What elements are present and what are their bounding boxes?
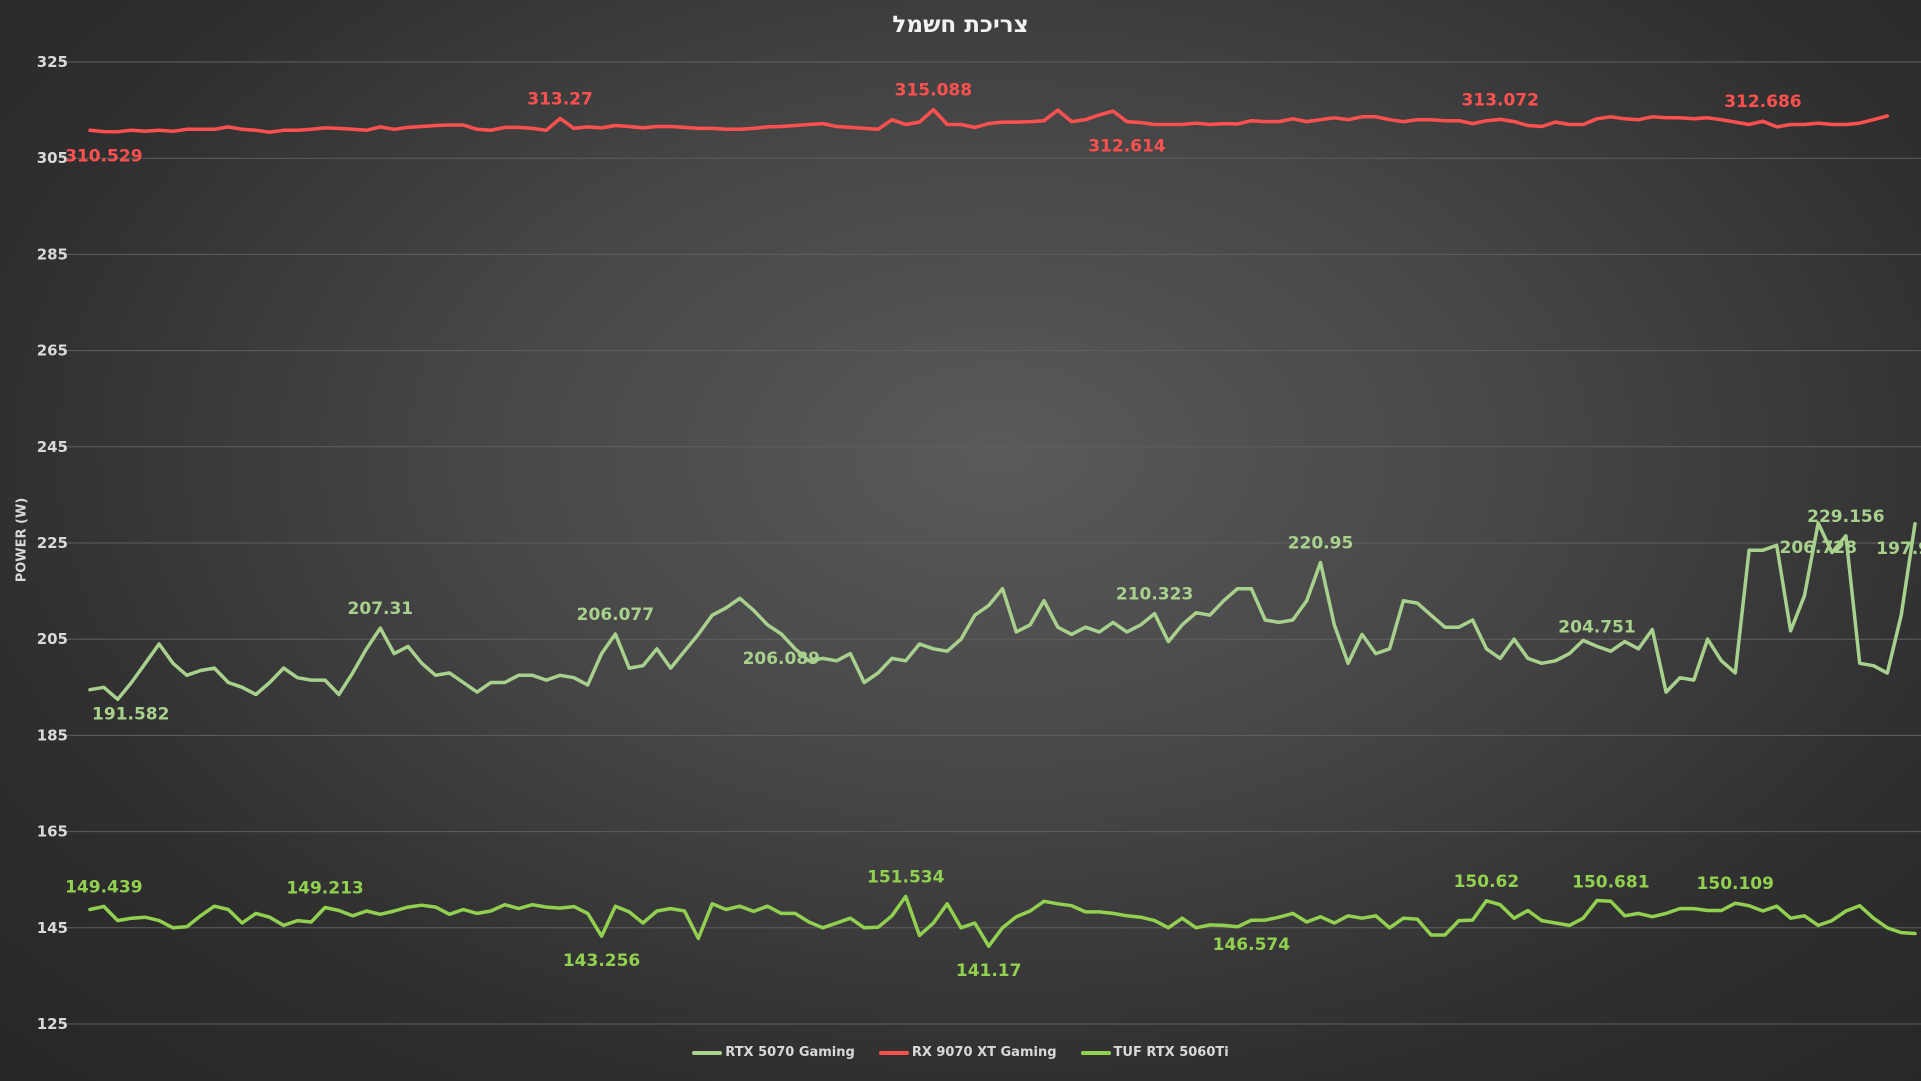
data-label-23: 150.681 [1572,872,1649,892]
series-line-1 [88,107,1890,134]
data-label-11: 313.27 [527,89,593,109]
data-label-25: 143.823 [1890,0,1921,5]
y-tick-label-125: 125 [37,1015,68,1033]
y-tick-label-245: 245 [37,438,68,456]
legend-swatch-tuf-5060ti [1080,1050,1111,1055]
data-label-22: 150.62 [1454,872,1520,892]
legend-item-rx-9070xt: RX 9070 XT Gaming [878,1045,1057,1060]
legend-item-rtx-5070: RTX 5070 Gaming [692,1045,855,1060]
data-label-9: 197.954 [1876,539,1921,559]
y-tick-label-265: 265 [37,342,68,360]
data-label-19: 151.534 [867,867,945,887]
data-label-8: 229.156 [1807,507,1884,527]
data-label-16: 149.439 [65,877,142,897]
data-label-15: 312.686 [1724,92,1801,112]
y-tick-label-305: 305 [37,149,68,167]
y-tick-label-325: 325 [37,53,68,71]
y-tick-label-225: 225 [37,534,68,552]
data-label-24: 150.109 [1697,874,1774,894]
data-label-3: 206.089 [743,649,820,669]
y-tick-label-185: 185 [37,726,68,744]
data-label-6: 204.751 [1558,617,1635,637]
data-label-7: 206.728 [1780,538,1857,558]
data-label-1: 207.31 [348,599,414,619]
legend-swatch-rx-9070xt [878,1050,909,1055]
data-label-13: 312.614 [1088,137,1166,157]
data-label-21: 146.574 [1213,935,1291,955]
data-label-4: 210.323 [1116,585,1193,605]
legend-swatch-rtx-5070 [692,1050,723,1055]
y-tick-label-205: 205 [37,630,68,648]
legend-label-rx-9070xt: RX 9070 XT Gaming [911,1045,1057,1060]
series-line-2 [88,894,1917,948]
series-line-0 [88,521,1917,702]
y-tick-label-285: 285 [37,245,68,263]
legend-label-tuf-5060ti: TUF RTX 5060Ti [1113,1045,1229,1060]
legend-label-rtx-5070: RTX 5070 Gaming [725,1045,855,1060]
data-label-18: 143.256 [563,951,640,971]
data-label-14: 313.072 [1462,90,1539,110]
data-label-0: 191.582 [92,705,169,725]
legend: RTX 5070 Gaming RX 9070 XT Gaming TUF RT… [0,1045,1921,1060]
data-label-17: 149.213 [286,879,363,899]
y-tick-label-165: 165 [37,823,68,841]
chart-title: צריכת חשמל [892,12,1029,38]
data-label-5: 220.95 [1288,533,1354,553]
data-label-12: 315.088 [895,81,972,101]
data-label-20: 141.17 [956,961,1022,981]
y-tick-label-145: 145 [37,919,68,937]
legend-item-tuf-5060ti: TUF RTX 5060Ti [1080,1045,1229,1060]
data-label-10: 310.529 [65,147,142,167]
data-label-2: 206.077 [577,605,654,625]
